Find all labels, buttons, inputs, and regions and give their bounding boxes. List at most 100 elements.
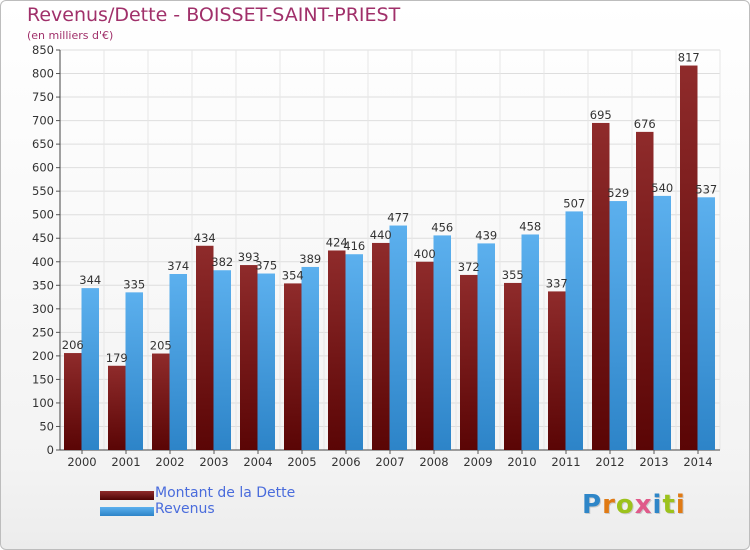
data-label: 424 [326, 235, 348, 249]
data-label: 393 [238, 250, 260, 264]
legend-label-dette: Montant de la Dette [155, 485, 296, 501]
y-tick-label: 150 [32, 372, 54, 386]
bar-dette [240, 265, 258, 450]
bar-revenus [257, 273, 275, 450]
logo-letter: t [662, 490, 676, 520]
bar-revenus [169, 274, 187, 450]
data-label: 529 [607, 186, 629, 200]
logo-letter: i [675, 490, 686, 520]
data-label: 456 [431, 220, 453, 234]
bar-revenus [389, 225, 407, 450]
bar-dette [152, 353, 170, 450]
legend-swatch-dette [100, 491, 154, 500]
data-label: 507 [563, 196, 585, 210]
bar-dette [548, 291, 566, 450]
data-label: 375 [255, 259, 277, 273]
logo-letter: i [652, 490, 663, 520]
bar-revenus [697, 197, 715, 450]
x-tick-label: 2007 [375, 455, 404, 469]
bar-revenus [81, 288, 99, 450]
data-label: 537 [695, 182, 717, 196]
bar-dette [592, 122, 610, 451]
y-tick-label: 400 [32, 255, 54, 269]
data-label: 382 [211, 255, 233, 269]
data-label: 695 [590, 108, 612, 122]
x-tick-label: 2011 [551, 455, 580, 469]
bar-dette [680, 65, 698, 450]
data-label: 372 [458, 260, 480, 274]
chart-subtitle: (en milliers d'€) [27, 29, 114, 42]
logo-letter: P [582, 490, 603, 520]
y-tick-label: 250 [32, 325, 54, 339]
x-tick-label: 2014 [683, 455, 712, 469]
data-label: 355 [502, 268, 524, 282]
x-tick-label: 2002 [155, 455, 184, 469]
bar-dette [108, 365, 126, 450]
bar-dette [372, 242, 390, 450]
y-tick-label: 600 [32, 161, 54, 175]
bar-dette [284, 283, 302, 450]
bar-dette [460, 274, 478, 450]
data-label: 440 [370, 228, 392, 242]
bar-revenus [433, 235, 451, 450]
x-tick-label: 2003 [199, 455, 228, 469]
x-tick-label: 2008 [419, 455, 448, 469]
data-label: 434 [194, 231, 216, 245]
data-label: 335 [123, 277, 145, 291]
data-label: 337 [546, 276, 568, 290]
x-tick-label: 2006 [331, 455, 360, 469]
axes: 0 50 100 150 200 250 300 350 400 450 500 550 600 650 7… [32, 43, 720, 469]
x-tick-label: 2005 [287, 455, 316, 469]
bar-revenus [213, 270, 231, 450]
x-tick-label: 2004 [243, 455, 272, 469]
bar-revenus [565, 211, 583, 450]
bar-dette [636, 131, 654, 450]
bars [64, 65, 715, 451]
x-tick-label: 2000 [67, 455, 96, 469]
logo-letter: r [602, 490, 616, 520]
y-tick-label: 100 [32, 396, 54, 410]
y-tick-label: 650 [32, 137, 54, 151]
data-label: 676 [634, 117, 656, 131]
bar-dette [416, 261, 434, 450]
bar-revenus [345, 254, 363, 450]
x-tick-label: 2012 [595, 455, 624, 469]
y-tick-label: 500 [32, 208, 54, 222]
bar-revenus [125, 292, 143, 450]
data-label: 354 [282, 268, 304, 282]
bar-revenus [609, 201, 627, 450]
y-tick-label: 350 [32, 278, 54, 292]
data-label: 416 [343, 239, 365, 253]
data-label: 344 [79, 273, 101, 287]
bar-revenus [477, 243, 495, 450]
y-tick-label: 450 [32, 231, 54, 245]
data-label: 458 [519, 219, 541, 233]
x-tick-label: 2010 [507, 455, 536, 469]
x-tick-label: 2001 [111, 455, 140, 469]
data-label: 205 [150, 339, 172, 353]
data-label: 179 [106, 351, 128, 365]
data-label: 540 [651, 181, 673, 195]
bar-dette [504, 282, 522, 450]
legend-swatch-revenus [100, 507, 154, 516]
legend-label-revenus: Revenus [155, 501, 215, 517]
data-label: 817 [678, 51, 700, 65]
bar-revenus [653, 195, 671, 450]
chart-title: Revenus/Dette - BOISSET-SAINT-PRIEST [27, 4, 401, 26]
proxiti-logo: Proxiti [582, 490, 686, 520]
data-label: 400 [414, 247, 436, 261]
data-label: 477 [387, 211, 409, 225]
y-tick-label: 750 [32, 90, 54, 104]
y-tick-label: 200 [32, 349, 54, 363]
x-tick-label: 2013 [639, 455, 668, 469]
y-tick-label: 850 [32, 43, 54, 57]
logo-letter: o [615, 490, 635, 520]
y-tick-label: 50 [39, 419, 54, 433]
data-label: 389 [299, 252, 321, 266]
y-tick-label: 550 [32, 184, 54, 198]
bar-dette [196, 245, 214, 450]
bar-dette [64, 353, 82, 450]
x-tick-label: 2009 [463, 455, 492, 469]
